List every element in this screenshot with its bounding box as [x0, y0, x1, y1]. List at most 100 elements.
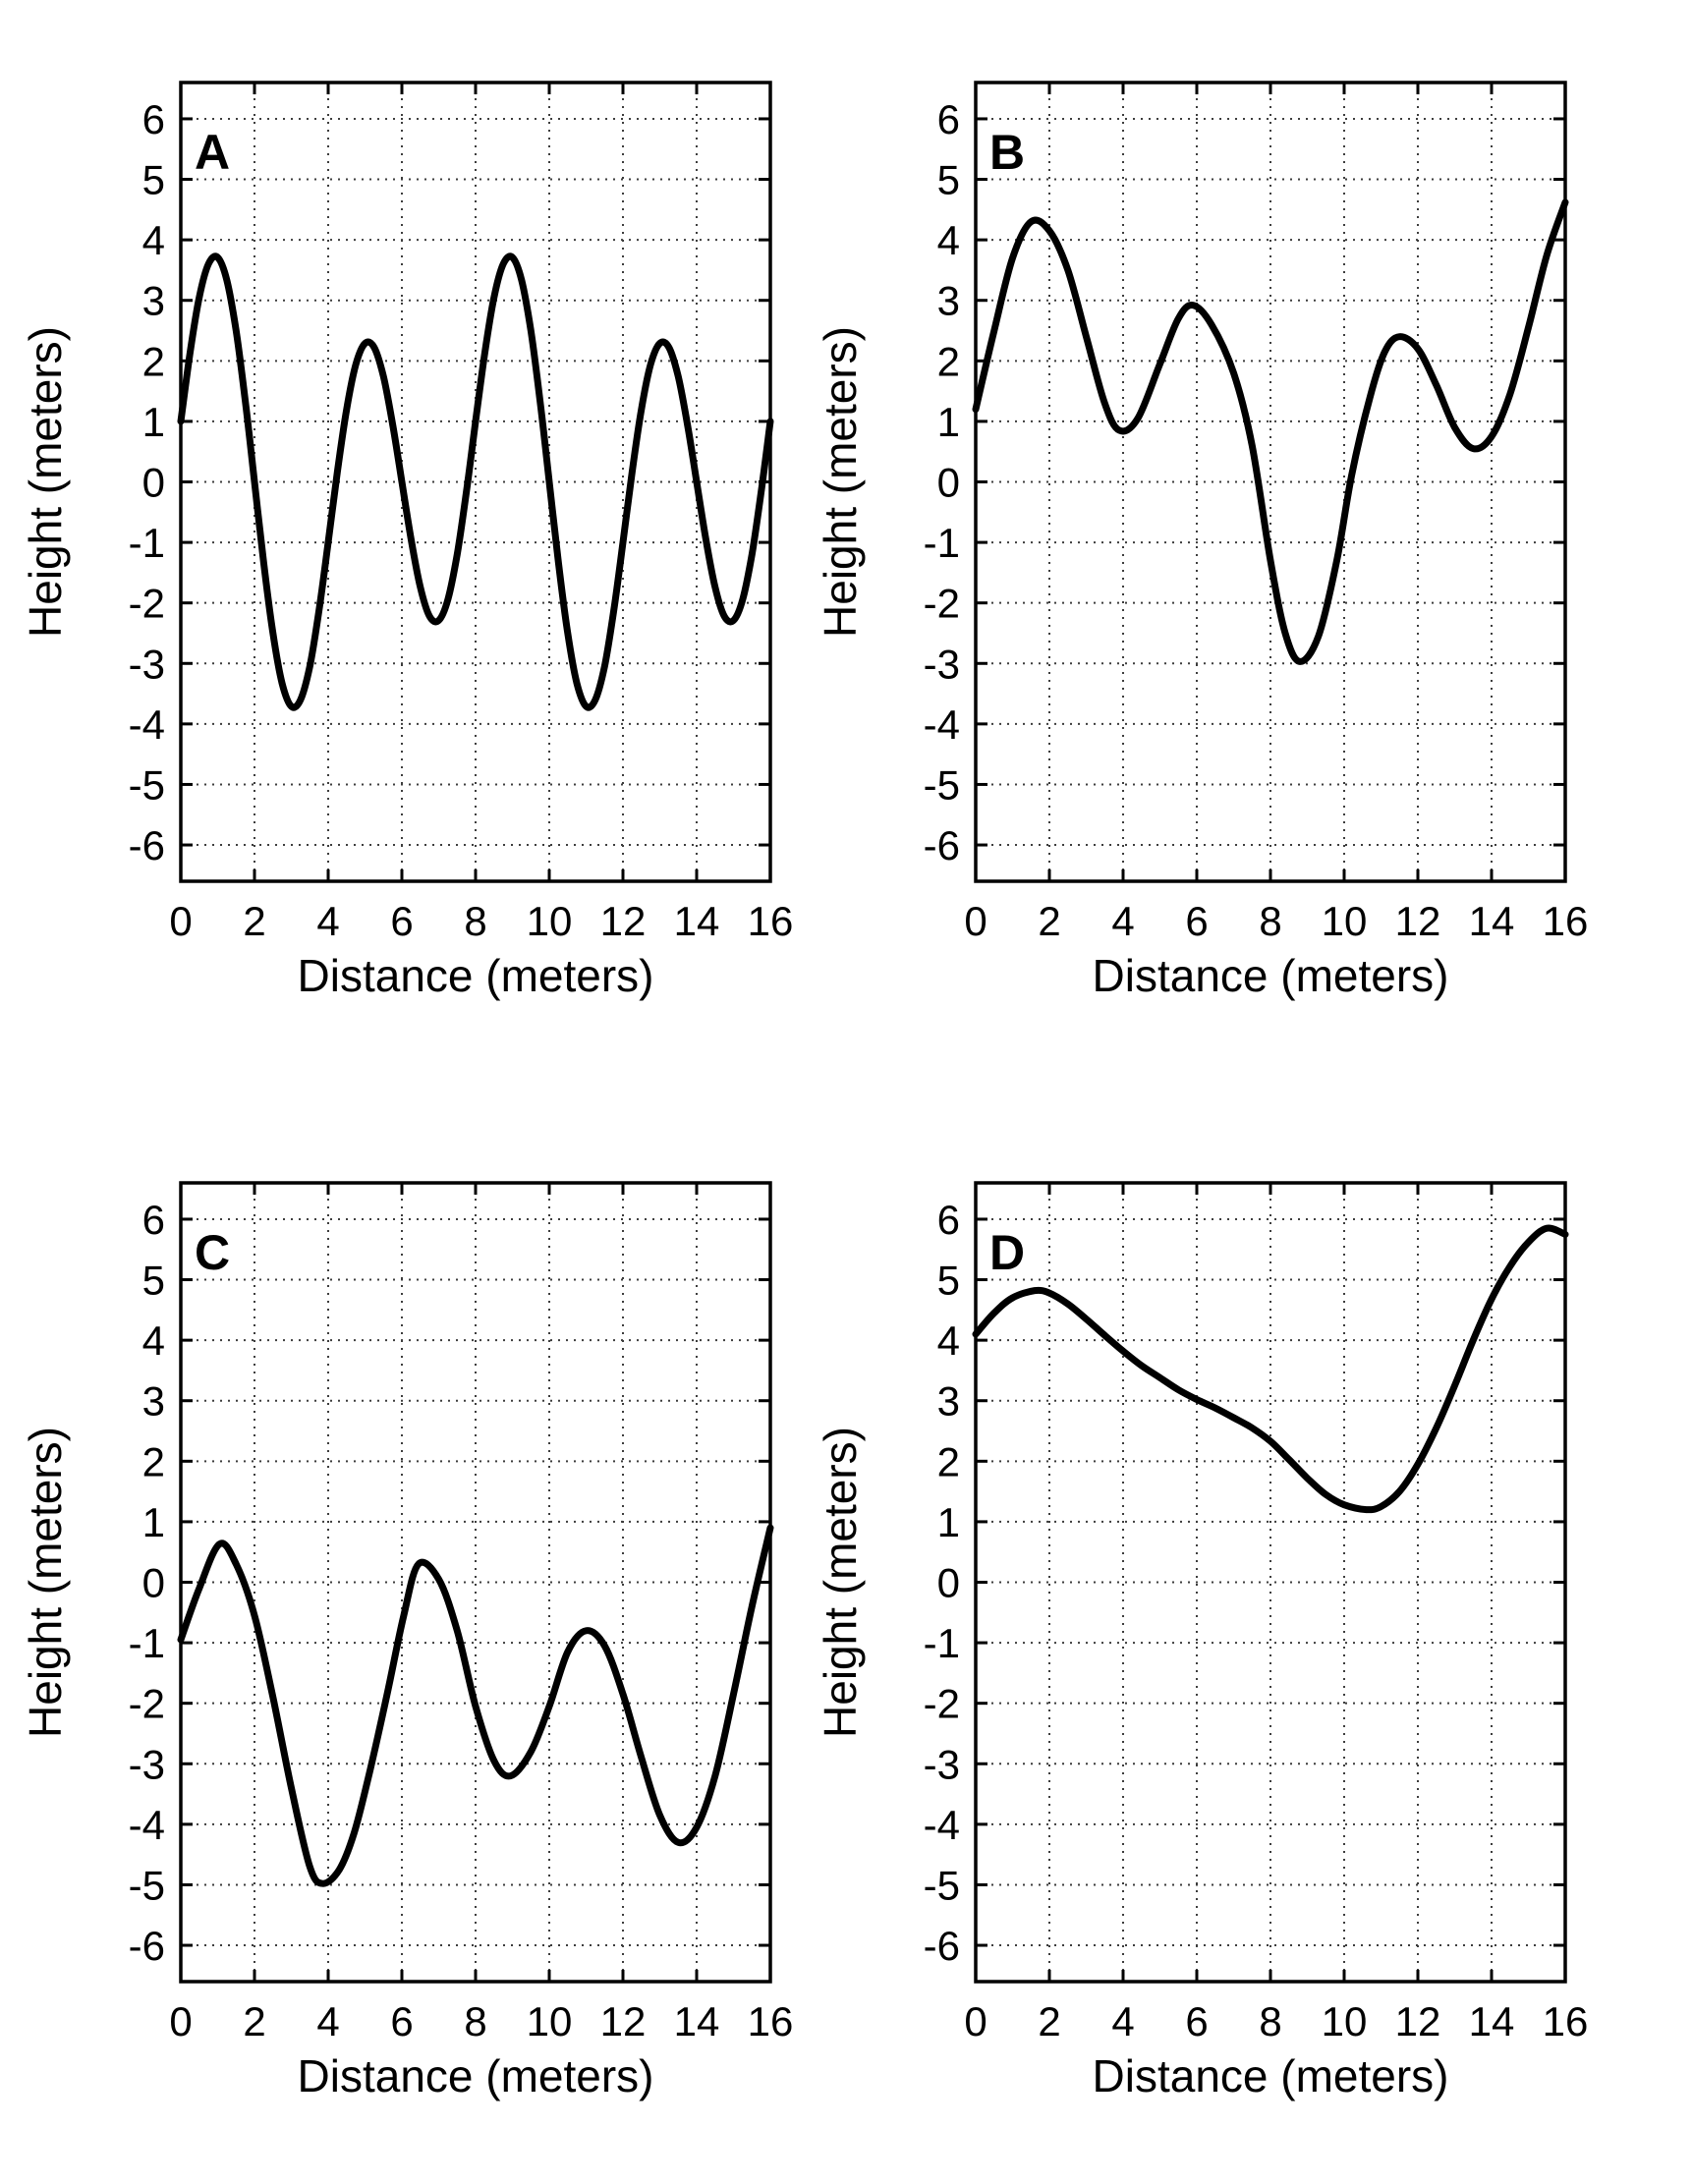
y-tick-label: 0	[937, 1560, 960, 1606]
x-tick-label: 4	[1111, 898, 1134, 944]
y-tick-label: 1	[142, 399, 165, 445]
y-tick-label: 4	[937, 1317, 960, 1364]
x-tick-label: 0	[964, 898, 987, 944]
x-tick-label: 10	[527, 1998, 573, 2044]
x-tick-label: 12	[600, 898, 647, 944]
y-tick-label: -1	[129, 1620, 165, 1666]
y-tick-label: 0	[142, 1560, 165, 1606]
x-tick-label: 2	[1038, 1998, 1060, 2044]
x-tick-label: 14	[1469, 898, 1515, 944]
x-tick-label: 4	[1111, 1998, 1134, 2044]
y-tick-label: 5	[937, 1258, 960, 1304]
data-curve	[177, 1524, 774, 1887]
y-axis-label: Height (meters)	[20, 1427, 71, 1738]
x-tick-label: 14	[1469, 1998, 1515, 2044]
x-tick-label: 16	[1543, 1998, 1589, 2044]
tick-marks	[179, 83, 772, 881]
x-tick-label: 4	[316, 898, 339, 944]
y-tick-label: 2	[937, 338, 960, 384]
data-curve	[972, 198, 1569, 665]
x-tick-label: 0	[169, 898, 192, 944]
grid	[181, 83, 770, 881]
y-tick-label: 1	[937, 399, 960, 445]
y-tick-label: -2	[129, 1681, 165, 1727]
y-tick-label: 4	[142, 217, 165, 263]
x-tick-label: 12	[1395, 1998, 1441, 2044]
axes-box	[974, 81, 1567, 883]
y-tick-label: -3	[924, 1741, 960, 1787]
x-tick-label: 16	[748, 898, 794, 944]
y-tick-label: 3	[937, 1378, 960, 1425]
y-axis-label: Height (meters)	[815, 1427, 866, 1738]
x-tick-label: 8	[464, 898, 486, 944]
y-tick-label: -6	[924, 1923, 960, 1969]
x-tick-label: 4	[316, 1998, 339, 2044]
axes-box	[974, 1181, 1567, 1984]
x-tick-label: 2	[1038, 898, 1060, 944]
y-tick-label: 4	[937, 217, 960, 263]
y-tick-label: -5	[924, 1862, 960, 1908]
y-tick-label: -5	[129, 1862, 165, 1908]
x-tick-label: 10	[1322, 1998, 1368, 2044]
y-tick-label: -5	[924, 761, 960, 808]
data-curve	[972, 1224, 1569, 1514]
y-tick-label: 2	[937, 1438, 960, 1484]
x-tick-label: 10	[527, 898, 573, 944]
x-tick-label: 8	[1259, 1998, 1281, 2044]
x-tick-label: 14	[674, 1998, 720, 2044]
x-tick-label: 8	[1259, 898, 1281, 944]
x-axis-label: Distance (meters)	[298, 2050, 654, 2101]
data-curve	[177, 252, 774, 711]
y-tick-label: 0	[937, 460, 960, 506]
y-tick-label: -1	[924, 1620, 960, 1666]
y-tick-label: 5	[937, 157, 960, 203]
y-tick-label: -4	[924, 701, 960, 748]
x-axis-label: Distance (meters)	[1093, 2050, 1449, 2101]
y-tick-label: 5	[142, 157, 165, 203]
x-axis-label: Distance (meters)	[1093, 950, 1449, 1001]
y-axis-label: Height (meters)	[815, 326, 866, 638]
panel-letter-c: C	[195, 1225, 230, 1280]
y-tick-label: -1	[924, 520, 960, 566]
y-tick-label: -5	[129, 761, 165, 808]
y-tick-label: 5	[142, 1258, 165, 1304]
y-tick-label: 6	[937, 1197, 960, 1243]
y-tick-label: -3	[924, 641, 960, 687]
y-tick-label: 3	[937, 278, 960, 324]
y-tick-label: 2	[142, 1438, 165, 1484]
x-tick-label: 16	[748, 1998, 794, 2044]
y-tick-label: -2	[924, 1681, 960, 1727]
y-tick-label: -2	[924, 581, 960, 627]
x-tick-label: 0	[964, 1998, 987, 2044]
y-tick-label: 3	[142, 1378, 165, 1425]
grid	[976, 83, 1565, 881]
y-tick-label: 0	[142, 460, 165, 506]
panel-letter-b: B	[989, 125, 1025, 180]
x-tick-label: 6	[390, 1998, 413, 2044]
panel-letter-d: D	[989, 1225, 1025, 1280]
x-tick-label: 10	[1322, 898, 1368, 944]
y-tick-label: -2	[129, 581, 165, 627]
y-axis-label: Height (meters)	[20, 326, 71, 638]
panel-b: 0 2 4 6 8 10 12 14 166543210-1-2-3-4-5-6Distance…	[815, 81, 1588, 1001]
y-tick-label: 6	[142, 96, 165, 142]
x-tick-label: 0	[169, 1998, 192, 2044]
y-tick-label: -3	[129, 641, 165, 687]
y-tick-label: 6	[142, 1197, 165, 1243]
x-tick-label: 6	[1185, 898, 1208, 944]
axes-box	[179, 81, 772, 883]
x-tick-label: 2	[243, 1998, 265, 2044]
y-tick-label: -4	[129, 701, 165, 748]
y-tick-label: -4	[129, 1802, 165, 1848]
x-tick-label: 12	[600, 1998, 647, 2044]
tick-marks	[179, 1183, 772, 1982]
x-tick-label: 6	[1185, 1998, 1208, 2044]
x-tick-label: 14	[674, 898, 720, 944]
y-tick-label: -6	[129, 822, 165, 868]
y-tick-label: -4	[924, 1802, 960, 1848]
axes-box	[179, 1181, 772, 1984]
y-tick-label: 4	[142, 1317, 165, 1364]
y-tick-label: 1	[937, 1499, 960, 1545]
